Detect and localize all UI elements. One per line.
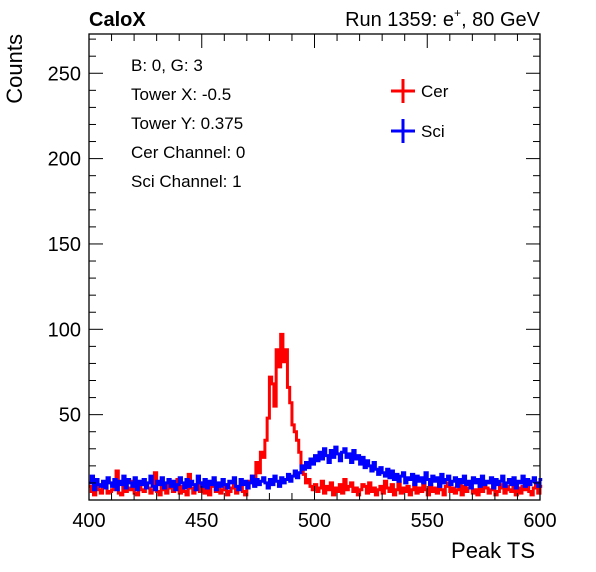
y-tick-label: 50 [59,405,81,427]
series-cer [89,332,543,497]
y-axis-label: Counts [2,34,27,104]
y-tick-label: 200 [48,149,81,171]
x-tick-label: 500 [298,510,331,532]
legend-label-sci: Sci [421,122,445,141]
y-tick-label: 100 [48,319,81,341]
series-layer [89,332,543,497]
info-box: B: 0, G: 3 Tower X: -0.5 Tower Y: 0.375 … [131,56,245,191]
legend-label-cer: Cer [421,82,449,101]
x-tick-label: 550 [411,510,444,532]
run-label-main: Run 1359: e [345,9,454,31]
series-sci [89,445,543,492]
axes-layer: 400 450 500 550 600 50 100 150 200 250 [48,33,557,532]
header-left-label: CaloX [89,9,146,31]
legend-marker-sci [391,119,415,143]
x-tick-label: 600 [523,510,556,532]
x-axis-label: Peak TS [451,538,535,563]
run-label-sup: + [454,6,461,20]
x-tick-label: 450 [185,510,218,532]
info-line: Cer Channel: 0 [131,143,245,162]
info-line: Tower X: -0.5 [131,85,231,104]
info-line: Sci Channel: 1 [131,172,242,191]
y-tick-label: 150 [48,234,81,256]
header-run-label: Run 1359: e+, 80 GeV [345,6,541,31]
x-tick-label: 400 [72,510,105,532]
run-label-suffix: , 80 GeV [461,9,541,31]
info-line: B: 0, G: 3 [131,56,203,75]
legend-marker-cer [391,79,415,103]
y-tick-label: 250 [48,63,81,85]
info-line: Tower Y: 0.375 [131,114,243,133]
legend: Cer Sci [391,79,449,143]
